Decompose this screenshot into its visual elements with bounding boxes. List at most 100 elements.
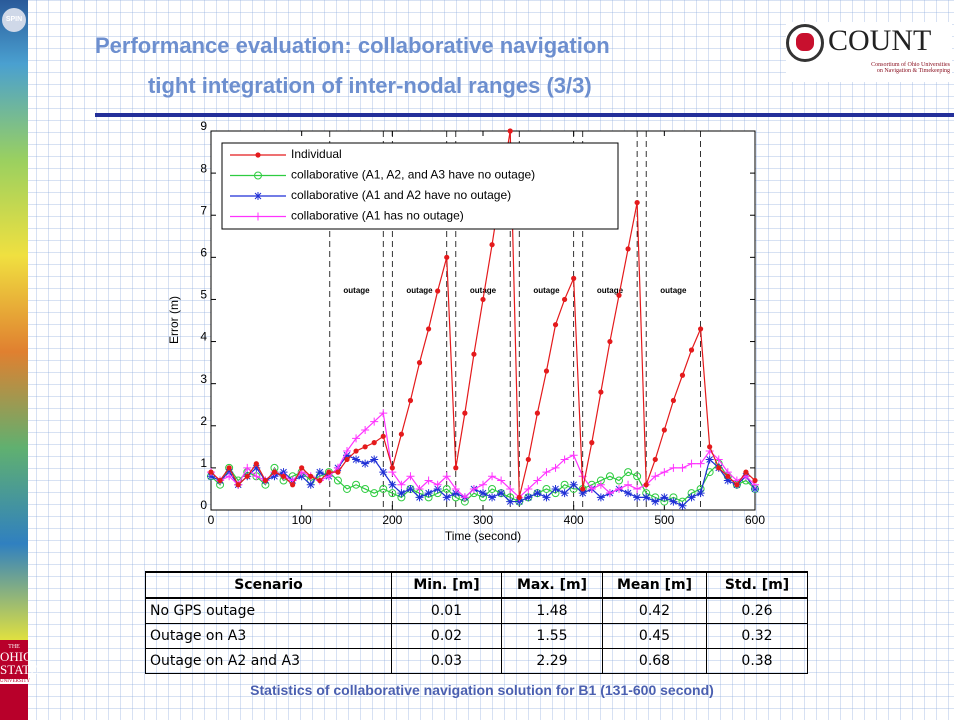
- outage-label: outage: [660, 286, 687, 295]
- y-tick-label: 0: [200, 498, 207, 512]
- data-point: [379, 468, 387, 476]
- legend-label: collaborative (A1 and A2 have no outage): [291, 188, 511, 202]
- data-point: [497, 489, 505, 497]
- data-point: [435, 288, 440, 293]
- data-point: [372, 440, 377, 445]
- data-point: [544, 368, 549, 373]
- data-point: [335, 470, 340, 475]
- data-point: [678, 502, 686, 510]
- table-cell: 0.45: [603, 624, 707, 649]
- chart: Time (second) Error (m) 0100200300400500…: [0, 0, 954, 560]
- data-point: [669, 498, 677, 506]
- data-point: [471, 352, 476, 357]
- legend-marker: [255, 152, 260, 157]
- data-point: [254, 461, 259, 466]
- caption: Statistics of collaborative navigation s…: [0, 682, 954, 698]
- table-cell: 0.42: [603, 598, 707, 624]
- data-point: [660, 493, 668, 501]
- table-row: Outage on A30.021.550.450.32: [146, 624, 808, 649]
- y-tick-label: 8: [200, 161, 207, 175]
- table-cell: 0.01: [392, 598, 502, 624]
- data-point: [480, 297, 485, 302]
- data-point: [580, 486, 585, 491]
- data-point: [533, 489, 541, 497]
- table-cell: 0.26: [707, 598, 808, 624]
- table-cell: Outage on A2 and A3: [146, 649, 392, 674]
- y-tick-label: 7: [200, 203, 207, 217]
- data-point: [752, 478, 757, 483]
- data-point: [272, 470, 277, 475]
- data-point: [307, 481, 315, 489]
- data-point: [706, 455, 714, 463]
- data-point: [227, 465, 232, 470]
- y-tick-label: 3: [200, 372, 207, 386]
- legend-label: collaborative (A1 has no outage): [291, 209, 464, 223]
- data-point: [562, 297, 567, 302]
- data-point: [489, 242, 494, 247]
- data-point: [245, 474, 250, 479]
- data-point: [698, 326, 703, 331]
- data-point: [642, 493, 650, 501]
- data-point: [535, 411, 540, 416]
- outage-label: outage: [470, 286, 497, 295]
- table-cell: 2.29: [502, 649, 603, 674]
- x-axis-label: Time (second): [445, 529, 521, 543]
- data-point: [390, 465, 395, 470]
- outage-label: outage: [406, 286, 433, 295]
- data-point: [453, 465, 458, 470]
- data-point: [707, 444, 712, 449]
- data-point: [734, 482, 739, 487]
- data-point: [217, 478, 222, 483]
- data-point: [725, 474, 730, 479]
- data-point: [417, 360, 422, 365]
- table-cell: 0.68: [603, 649, 707, 674]
- table-cell: 1.55: [502, 624, 603, 649]
- data-point: [408, 398, 413, 403]
- table-cell: 0.03: [392, 649, 502, 674]
- data-point: [589, 440, 594, 445]
- data-point: [397, 489, 405, 497]
- data-point: [688, 493, 696, 501]
- table-row: No GPS outage0.011.480.420.26: [146, 598, 808, 624]
- data-point: [552, 485, 560, 493]
- data-point: [290, 482, 295, 487]
- data-point: [625, 246, 630, 251]
- data-point: [542, 493, 550, 501]
- data-point: [635, 200, 640, 205]
- data-point: [506, 498, 514, 506]
- data-point: [316, 468, 324, 476]
- data-point: [425, 489, 433, 497]
- data-point: [317, 478, 322, 483]
- column-header: Scenario: [146, 572, 392, 598]
- data-point: [633, 493, 641, 501]
- data-point: [680, 373, 685, 378]
- y-tick-label: 6: [200, 246, 207, 260]
- x-tick-label: 0: [208, 513, 215, 527]
- data-point: [236, 482, 241, 487]
- data-point: [689, 347, 694, 352]
- y-tick-label: 2: [200, 414, 207, 428]
- y-tick-label: 4: [200, 330, 207, 344]
- data-point: [488, 493, 496, 501]
- y-tick-label: 1: [200, 456, 207, 470]
- data-point: [616, 293, 621, 298]
- data-point: [363, 444, 368, 449]
- table-cell: 0.32: [707, 624, 808, 649]
- data-point: [308, 474, 313, 479]
- data-point: [299, 465, 304, 470]
- column-header: Max. [m]: [502, 572, 603, 598]
- data-point: [370, 455, 378, 463]
- data-point: [598, 389, 603, 394]
- data-point: [607, 339, 612, 344]
- outage-label: outage: [343, 286, 370, 295]
- table-cell: 0.38: [707, 649, 808, 674]
- slide: SPIN THE OHIO STATE UNIVERSITY Performan…: [0, 0, 954, 720]
- data-point: [662, 427, 667, 432]
- data-point: [671, 398, 676, 403]
- data-point: [361, 460, 369, 468]
- data-point: [561, 489, 569, 497]
- data-point: [352, 455, 360, 463]
- x-tick-label: 300: [473, 513, 493, 527]
